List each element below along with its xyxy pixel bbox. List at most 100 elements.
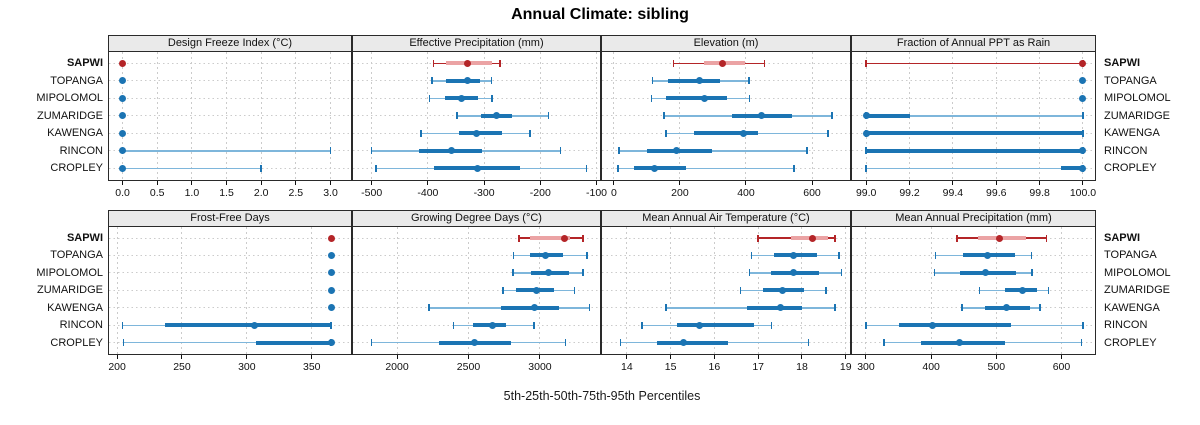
site-label-right: KAWENGA xyxy=(1104,127,1160,140)
whisker-cap-low xyxy=(978,286,981,294)
axis-tick-label: 0.5 xyxy=(149,187,165,199)
median-dot xyxy=(757,112,765,120)
axis-tick-label: 300 xyxy=(238,361,256,373)
panel-title: Frost-Free Days xyxy=(190,212,270,224)
panel-title: Elevation (m) xyxy=(693,37,759,49)
median-dot xyxy=(327,304,335,312)
whisker-line xyxy=(866,115,1083,117)
median-dot xyxy=(673,147,681,155)
whisker-cap-high xyxy=(827,129,829,137)
site-label-left: RINCON xyxy=(59,144,103,157)
whisker-cap-low xyxy=(748,269,751,277)
axis-tick-label: 500 xyxy=(987,361,1006,373)
whisker-cap-low xyxy=(650,94,653,102)
whisker-cap-high xyxy=(588,304,591,312)
whisker-cap-high xyxy=(260,164,262,172)
axis-tick-mark xyxy=(865,181,867,185)
axis-tick-mark xyxy=(260,181,262,185)
axis-tick-label: 14 xyxy=(620,361,633,373)
row-guide xyxy=(602,289,850,291)
interquartile-band xyxy=(165,323,332,328)
interquartile-band xyxy=(666,96,727,101)
interquartile-band xyxy=(866,148,1083,153)
axis-tick-mark xyxy=(427,181,429,185)
axis-tick-mark xyxy=(811,181,813,185)
whisker-cap-low xyxy=(665,304,667,312)
median-dot xyxy=(695,321,703,329)
whisker-cap-high xyxy=(533,321,535,329)
row-guide xyxy=(852,80,1095,82)
axis-tick-mark xyxy=(679,181,681,185)
whisker-cap-high xyxy=(1082,129,1084,137)
median-dot xyxy=(327,269,335,277)
site-label-left: CROPLEY xyxy=(50,162,103,175)
axis-tick-label: -300 xyxy=(473,187,495,199)
row-guide xyxy=(602,272,850,274)
axis-tick-mark xyxy=(995,355,997,359)
whisker-cap-low xyxy=(502,286,504,294)
whisker-cap-low xyxy=(757,234,759,242)
interquartile-band xyxy=(633,166,686,171)
whisker-cap-high xyxy=(585,164,588,172)
whisker-cap-high xyxy=(329,147,332,155)
median-dot xyxy=(119,94,127,102)
interquartile-band xyxy=(1061,166,1083,171)
panel-title: Effective Precipitation (mm) xyxy=(409,37,544,49)
median-dot xyxy=(651,164,659,172)
axis-tick-label: 0.0 xyxy=(115,187,130,199)
axis-tick-mark xyxy=(801,355,803,359)
site-label-right: SAPWI xyxy=(1104,232,1141,244)
axis-tick-label: 19 xyxy=(839,361,852,373)
axis-tick-mark xyxy=(613,181,615,185)
site-label-left: ZUMARIDGE xyxy=(37,284,103,297)
row-guide xyxy=(109,132,351,134)
median-dot xyxy=(928,321,936,329)
median-dot xyxy=(680,339,688,347)
whisker-line xyxy=(617,167,794,170)
median-dot xyxy=(464,59,472,67)
whisker-cap-high xyxy=(1082,321,1084,329)
interquartile-band xyxy=(500,305,559,310)
median-dot xyxy=(809,234,817,242)
axis-tick-mark xyxy=(246,355,248,359)
median-dot xyxy=(327,286,335,294)
whisker-cap-low xyxy=(428,304,430,312)
median-dot xyxy=(119,129,127,137)
axis-tick-label: -100 xyxy=(585,187,607,199)
whisker-cap-low xyxy=(452,321,455,329)
whisker-cap-low xyxy=(865,59,867,67)
axis-tick-label: 400 xyxy=(737,187,755,199)
median-dot xyxy=(984,251,992,259)
panel-divider xyxy=(850,35,852,181)
interquartile-band xyxy=(898,323,1012,328)
axis-tick-label: 99.6 xyxy=(986,187,1007,199)
panel-title: Design Freeze Index (°C) xyxy=(167,37,293,49)
panel-divider xyxy=(600,210,602,355)
row-guide xyxy=(109,237,351,239)
axis-tick-mark xyxy=(156,181,158,185)
site-label-left: SAPWI xyxy=(66,57,103,70)
whisker-cap-high xyxy=(499,59,501,67)
panel-title: Mean Annual Precipitation (mm) xyxy=(895,212,1052,224)
median-dot xyxy=(119,112,127,120)
whisker-cap-low xyxy=(663,112,665,120)
median-dot xyxy=(530,304,538,312)
site-label-right: MIPOLOMOL xyxy=(1104,92,1171,105)
axis-tick-label: 99.8 xyxy=(1029,187,1050,199)
median-dot xyxy=(561,234,569,242)
axis-tick-mark xyxy=(757,355,759,359)
axis-tick-label: 2.0 xyxy=(253,187,269,199)
median-dot xyxy=(458,94,466,102)
row-guide xyxy=(109,97,351,99)
whisker-cap-high xyxy=(770,321,773,329)
interquartile-band xyxy=(255,340,332,345)
median-dot xyxy=(545,269,553,277)
row-guide xyxy=(109,80,351,82)
interquartile-band xyxy=(866,113,910,118)
whisker-cap-low xyxy=(432,59,435,67)
interquartile-band xyxy=(667,78,721,83)
axis-tick-mark xyxy=(191,181,193,185)
whisker-cap-low xyxy=(865,321,867,329)
axis-tick-label: 0 xyxy=(610,187,617,199)
axis-tick-mark xyxy=(1060,355,1062,359)
